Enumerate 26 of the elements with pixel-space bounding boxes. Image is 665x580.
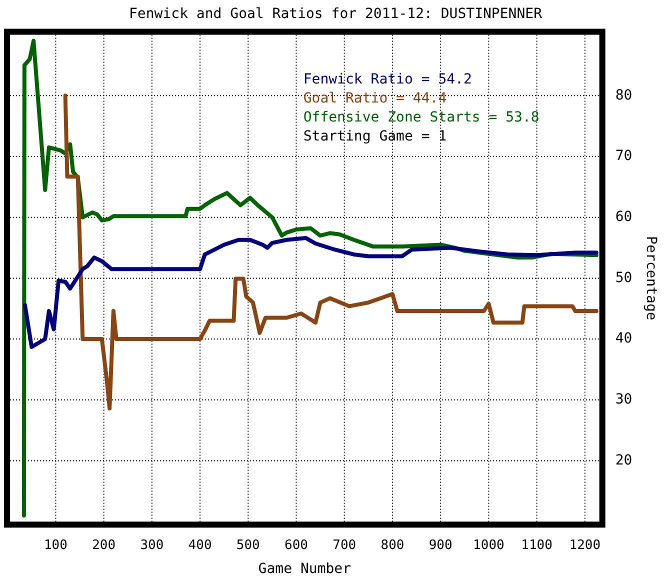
annotation: Starting Game = 1	[303, 128, 447, 144]
x-tick-label: 200	[92, 538, 116, 553]
text: Fenwick Ratio = 54.2	[303, 71, 472, 88]
x-tick-label: 500	[236, 538, 260, 553]
y-tick-label: 40	[615, 330, 632, 347]
x-tick-label: 100	[44, 538, 68, 553]
x-tick-label: 300	[140, 538, 164, 553]
x-tick-label: 1200	[569, 538, 601, 553]
y-tick-label: 50	[615, 270, 632, 286]
x-tick-label: 700	[332, 538, 356, 553]
text: Goal Ratio = 44.4	[303, 90, 447, 106]
y-tick-label: 60	[615, 208, 632, 225]
y-tick-label: 30	[615, 392, 632, 408]
y-tick-label: 20	[615, 452, 632, 468]
x-axis-title: Game Number	[258, 561, 352, 578]
x-tick-label: 1100	[521, 538, 552, 553]
x-tick-label: 600	[284, 538, 308, 553]
x-tick-label: 900	[428, 538, 452, 553]
chart-title: Fenwick and Goal Ratios for 2011-12: DUSTINPENNER	[128, 6, 543, 22]
x-tick-label: 1000	[473, 538, 504, 553]
x-tick-label: 400	[188, 538, 212, 553]
y-tick-label: 70	[615, 148, 632, 164]
y-tick-label: 80	[615, 87, 632, 104]
text: Offensive Zone Starts = 53.8	[303, 109, 540, 126]
y-axis-title: Percentage	[642, 236, 659, 320]
x-tick-label: 800	[380, 538, 404, 553]
